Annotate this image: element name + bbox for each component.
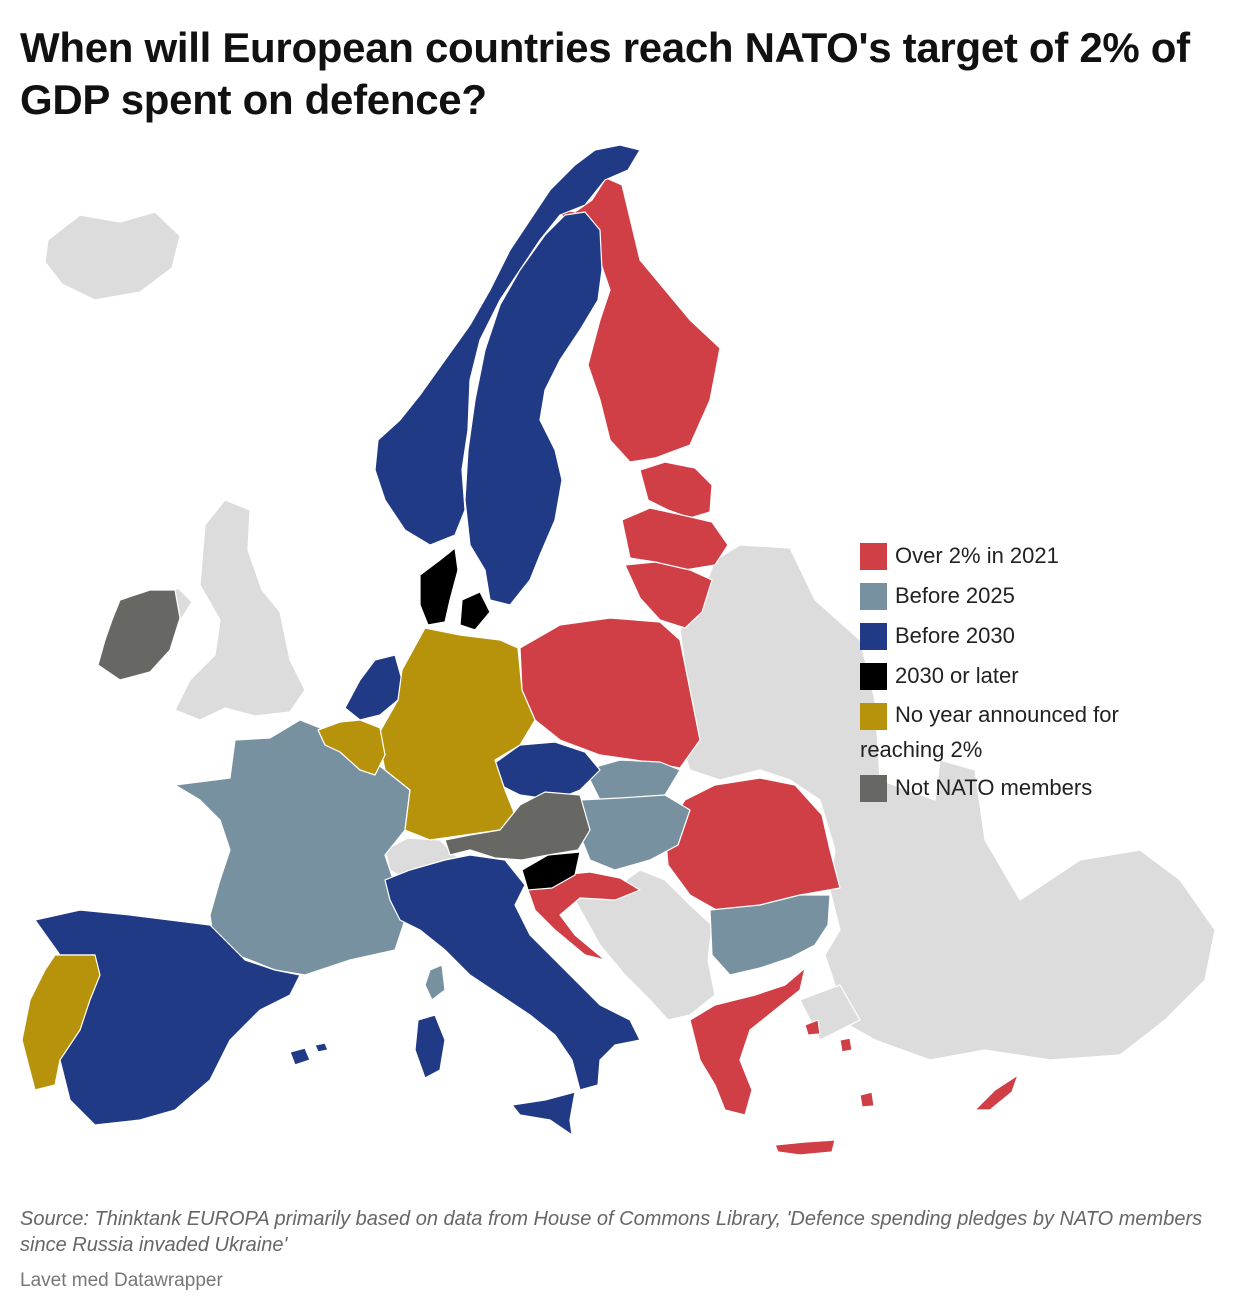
legend-label: Before 2025 bbox=[895, 583, 1015, 608]
legend-swatch bbox=[860, 623, 887, 650]
legend-label: Not NATO members bbox=[895, 775, 1093, 800]
legend-item-no-year: No year announced for reaching 2% bbox=[860, 697, 1160, 767]
legend-label: 2030 or later bbox=[895, 663, 1019, 688]
legend: Over 2% in 2021 Before 2025 Before 2030 … bbox=[860, 537, 1160, 809]
region-sicily bbox=[511, 1091, 576, 1136]
chart-title: When will European countries reach NATO'… bbox=[20, 24, 1190, 123]
legend-item-over-2-2021: Over 2% in 2021 bbox=[860, 537, 1160, 575]
region-sweden bbox=[464, 211, 603, 606]
region-balearics bbox=[289, 1042, 329, 1066]
region-iceland bbox=[44, 211, 181, 301]
legend-item-before-2030: Before 2030 bbox=[860, 617, 1160, 655]
region-czechia bbox=[491, 741, 601, 801]
region-greek-islands bbox=[804, 1019, 875, 1108]
legend-label: Over 2% in 2021 bbox=[895, 543, 1059, 568]
credit-note: Lavet med Datawrapper bbox=[20, 1270, 223, 1291]
region-austria bbox=[444, 791, 591, 861]
region-hungary bbox=[577, 794, 691, 871]
region-latvia bbox=[621, 507, 729, 571]
region-balkans bbox=[574, 869, 716, 1021]
region-greece bbox=[689, 967, 806, 1116]
region-portugal bbox=[21, 954, 101, 1091]
region-italy bbox=[384, 854, 641, 1091]
legend-label: Before 2030 bbox=[895, 623, 1015, 648]
region-crete bbox=[774, 1139, 836, 1156]
region-poland bbox=[519, 617, 701, 769]
region-corsica bbox=[424, 964, 446, 1001]
legend-swatch bbox=[860, 663, 887, 690]
legend-label: No year announced for bbox=[895, 702, 1119, 727]
region-bulgaria bbox=[709, 894, 831, 976]
region-sardinia bbox=[414, 1014, 446, 1079]
region-lithuania bbox=[624, 561, 713, 629]
region-norway bbox=[374, 144, 641, 546]
europe-map bbox=[21, 144, 1216, 1156]
legend-item-before-2025: Before 2025 bbox=[860, 577, 1160, 615]
region-great-britain bbox=[174, 499, 306, 721]
region-croatia bbox=[527, 871, 641, 961]
region-ireland bbox=[97, 589, 181, 681]
source-note: Source: Thinktank EUROPA primarily based… bbox=[20, 1208, 1203, 1256]
legend-swatch bbox=[860, 775, 887, 802]
legend-swatch bbox=[860, 703, 887, 730]
region-cyprus bbox=[974, 1074, 1019, 1111]
region-romania bbox=[664, 777, 841, 913]
region-belgium bbox=[317, 719, 386, 776]
region-denmark bbox=[419, 547, 491, 631]
legend-swatch bbox=[860, 583, 887, 610]
legend-item-not-nato: Not NATO members bbox=[860, 769, 1160, 807]
legend-label-line2: reaching 2% bbox=[860, 737, 983, 762]
region-estonia bbox=[639, 461, 713, 519]
legend-swatch bbox=[860, 543, 887, 570]
region-slovakia bbox=[584, 759, 681, 801]
legend-item-2030-or-later: 2030 or later bbox=[860, 657, 1160, 695]
